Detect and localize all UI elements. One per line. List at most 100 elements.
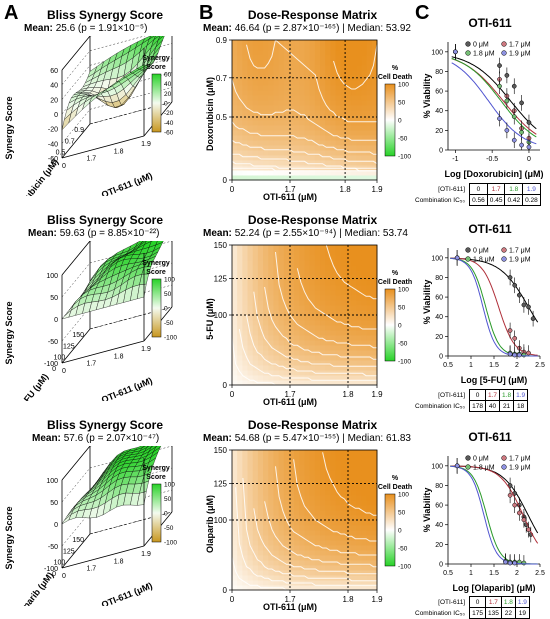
heatmap-cell [299, 125, 305, 131]
heatmap-cell [294, 335, 300, 341]
heatmap-cell [284, 535, 290, 541]
heatmap-cell [336, 580, 342, 586]
heatmap-cell [284, 70, 290, 76]
heatmap-cell [237, 355, 243, 361]
heatmap-cell [341, 295, 347, 301]
heatmap-cell [258, 170, 264, 176]
heatmap-cell [299, 85, 305, 91]
heatmap-cell [320, 150, 326, 156]
y-tick-label: 60 [435, 503, 443, 510]
heatmap-cell [273, 290, 279, 296]
heatmap-cell [346, 530, 352, 536]
heatmap-cell [325, 110, 331, 116]
heatmap-cell [325, 265, 331, 271]
heatmap-cell [258, 465, 264, 471]
legend-marker [466, 51, 471, 56]
heatmap-cell [273, 285, 279, 291]
x-axis-label: OTI-611 (μM) [100, 375, 154, 401]
heatmap-cell [237, 270, 243, 276]
x-tick-label: 1.9 [371, 595, 383, 604]
heatmap-cell [356, 315, 362, 321]
heatmap-cell [232, 520, 238, 526]
heatmap-cell [351, 470, 357, 476]
heatmap-cell [361, 490, 367, 496]
heatmap-cell [336, 130, 342, 136]
heatmap-cell [279, 320, 285, 326]
heatmap-cell [294, 460, 300, 466]
heatmap-cell [330, 245, 336, 251]
heatmap-cell [258, 485, 264, 491]
heatmap-cell [351, 130, 357, 136]
heatmap-cell [294, 340, 300, 346]
legend-label: 1.9 μM [509, 465, 531, 472]
heatmap-cell [325, 140, 331, 146]
data-point [522, 561, 526, 565]
heatmap-cell [341, 580, 347, 586]
heatmap-cell [351, 85, 357, 91]
heatmap-cell [367, 315, 373, 321]
heatmap-cell [341, 305, 347, 311]
heatmap-cell [336, 160, 342, 166]
heatmap-cell [268, 100, 274, 106]
y-tick-label: 20 [435, 542, 443, 549]
heatmap-cell [356, 545, 362, 551]
heatmap-cell [356, 115, 362, 121]
heatmap-cell [361, 575, 367, 581]
heatmap-cell [351, 100, 357, 106]
heatmap-cell [341, 520, 347, 526]
heatmap-cell [242, 115, 248, 121]
heatmap-cell [305, 265, 311, 271]
heatmap-cell [284, 570, 290, 576]
heatmap-cell [299, 570, 305, 576]
heatmap-cell [367, 520, 373, 526]
heatmap-cell [361, 485, 367, 491]
heatmap-cell [284, 350, 290, 356]
colorbar-tick-label: -50 [164, 525, 174, 532]
heatmap-cell [367, 135, 373, 141]
heatmap-cell [367, 370, 373, 376]
heatmap-cell [351, 330, 357, 336]
heatmap-cell [237, 305, 243, 311]
heatmap-cell [299, 470, 305, 476]
legend-label: 1.8 μM [473, 465, 495, 472]
heatmap-cell [248, 370, 254, 376]
heatmap-cell [253, 490, 259, 496]
y-tick-label: 100 [214, 516, 228, 525]
heatmap-cell [299, 70, 305, 76]
heatmap-cell [248, 165, 254, 171]
heatmap-cell [325, 330, 331, 336]
heatmap-cell [367, 60, 373, 66]
heatmap-cell [361, 465, 367, 471]
heatmap-cell [361, 100, 367, 106]
colorbar [152, 484, 161, 542]
data-point [531, 317, 535, 321]
heatmap-cell [310, 135, 316, 141]
heatmap-cell [258, 80, 264, 86]
heatmap-cell [273, 520, 279, 526]
heatmap-cell [336, 60, 342, 66]
heatmap-cell [336, 305, 342, 311]
heatmap-cell [325, 160, 331, 166]
heatmap-cell [237, 280, 243, 286]
heatmap-cell [263, 550, 269, 556]
heatmap-cell [263, 45, 269, 51]
heatmap-cell [299, 540, 305, 546]
y-axis-label: % Viability [422, 74, 432, 119]
heatmap-cell [279, 60, 285, 66]
heatmap-cell [232, 490, 238, 496]
heatmap-cell [320, 490, 326, 496]
heatmap-cell [336, 510, 342, 516]
heatmap-cell [248, 575, 254, 581]
heatmap-cell [279, 535, 285, 541]
heatmap-cell [248, 80, 254, 86]
heatmap-cell [315, 55, 321, 61]
heatmap-cell [237, 350, 243, 356]
z-tick-label: 50 [50, 295, 58, 302]
y-tick-label: 0.9 [216, 36, 228, 45]
heatmap-cell [299, 560, 305, 566]
heatmap-cell [325, 45, 331, 51]
heatmap-cell [351, 55, 357, 61]
colorbar-tick-label: -50 [398, 546, 408, 553]
heatmap-cell [279, 80, 285, 86]
heatmap-cell [263, 115, 269, 121]
